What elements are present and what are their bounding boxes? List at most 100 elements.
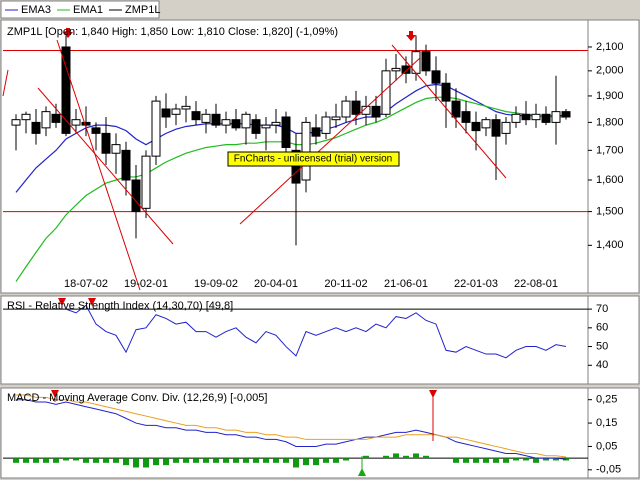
sell-arrow: [429, 390, 437, 398]
y-tick-label: 1,700: [596, 144, 624, 156]
histogram-bar: [203, 458, 209, 463]
histogram-bar: [43, 458, 49, 463]
sell-arrow: [51, 390, 59, 398]
macd-panel: [0, 387, 640, 479]
candle-body: [471, 121, 481, 132]
histogram-bar: [493, 458, 499, 463]
candle-body: [281, 116, 291, 148]
histogram-bar: [233, 458, 239, 463]
watermark: FnCharts - unlicensed (trial) version: [234, 154, 392, 165]
candle-body: [451, 100, 461, 118]
histogram-bar: [453, 458, 459, 463]
y-tick-label: 0,15: [596, 417, 617, 429]
candle-body: [531, 113, 541, 121]
histogram-bar: [543, 458, 549, 461]
candle-body: [491, 119, 501, 137]
histogram-bar: [143, 458, 149, 468]
histogram-bar: [533, 458, 539, 463]
candle-body: [51, 113, 61, 123]
indicator-line: [65, 304, 567, 359]
rsi-panel: [0, 295, 640, 385]
candle-body: [361, 105, 371, 115]
x-tick-label: 22-01-03: [454, 278, 498, 290]
candle-body: [101, 132, 111, 154]
histogram-bar: [243, 458, 249, 463]
y-tick-label: 2,100: [596, 41, 624, 53]
histogram-bar: [313, 458, 319, 466]
y-tick-label: 0,05: [596, 440, 617, 452]
trend-line: [56, 39, 141, 291]
histogram-bar: [333, 458, 339, 463]
sell-arrow: [406, 31, 416, 41]
x-tick-label: 19-02-01: [124, 278, 168, 290]
histogram-bar: [423, 455, 429, 459]
histogram-bar: [33, 458, 39, 463]
histogram-bar: [283, 458, 289, 463]
candle-body: [151, 100, 161, 157]
histogram-bar: [113, 458, 119, 463]
sell-arrow: [58, 298, 66, 306]
histogram-bar: [213, 458, 219, 463]
histogram-bar: [253, 458, 259, 463]
candle-body: [291, 149, 301, 184]
histogram-bar: [263, 458, 269, 463]
y-tick-label: 2,000: [596, 65, 624, 77]
candle-body: [191, 111, 201, 121]
candle-body: [31, 121, 41, 134]
candle-body: [261, 124, 271, 129]
candle-body: [351, 100, 361, 115]
candle-body: [211, 113, 221, 126]
histogram-bar: [553, 458, 559, 461]
candle-body: [431, 70, 441, 84]
candle-body: [141, 155, 151, 209]
x-tick-label: 22-08-01: [514, 278, 558, 290]
candle-body: [21, 113, 31, 121]
histogram-bar: [73, 458, 79, 461]
y-tick-label: 50: [596, 340, 608, 352]
histogram-bar: [293, 458, 299, 468]
marks: [3, 35, 592, 471]
histogram-bar: [323, 458, 329, 463]
histogram-bar: [413, 453, 419, 459]
y-tick-label: 1,600: [596, 174, 624, 186]
histogram-bar: [393, 453, 399, 459]
legend-label: ZMP1L: [125, 4, 160, 16]
y-tick-label: -0,05: [596, 464, 621, 476]
candle-body: [221, 119, 231, 126]
histogram-bar: [303, 458, 309, 466]
candle-body: [501, 121, 511, 134]
candle-body: [61, 46, 71, 134]
candle-body: [121, 149, 131, 181]
candle-body: [561, 111, 571, 118]
legend-label: EMA3: [21, 4, 51, 16]
y-tick-label: 70: [596, 303, 608, 315]
y-tick-label: 0,25: [596, 394, 617, 406]
histogram-bar: [123, 458, 129, 466]
candle-body: [131, 179, 141, 213]
histogram-bar: [23, 458, 29, 463]
histogram-bar: [473, 458, 479, 463]
histogram-bar: [153, 458, 159, 466]
y-tick-label: 1,400: [596, 239, 624, 251]
ema-line: [15, 83, 566, 193]
trend-line: [391, 44, 507, 179]
histogram-bar: [383, 455, 389, 459]
candle-body: [91, 127, 101, 134]
panel-title: MACD - Moving Average Conv. Div. (12,26,…: [7, 392, 267, 404]
y-tick-label: 1,900: [596, 90, 624, 102]
legend-label: EMA1: [73, 4, 103, 16]
x-tick-label: 20-04-01: [254, 278, 298, 290]
candle-body: [71, 119, 81, 126]
x-tick-label: 20-11-02: [324, 278, 367, 290]
sell-arrow: [63, 28, 73, 38]
candle-body: [201, 113, 211, 123]
histogram-bar: [463, 458, 469, 463]
candle-body: [511, 113, 521, 123]
candle-body: [271, 121, 281, 126]
candle-body: [521, 113, 531, 121]
histogram-bar: [523, 458, 529, 461]
candle-body: [161, 108, 171, 118]
histogram-bar: [13, 458, 19, 463]
